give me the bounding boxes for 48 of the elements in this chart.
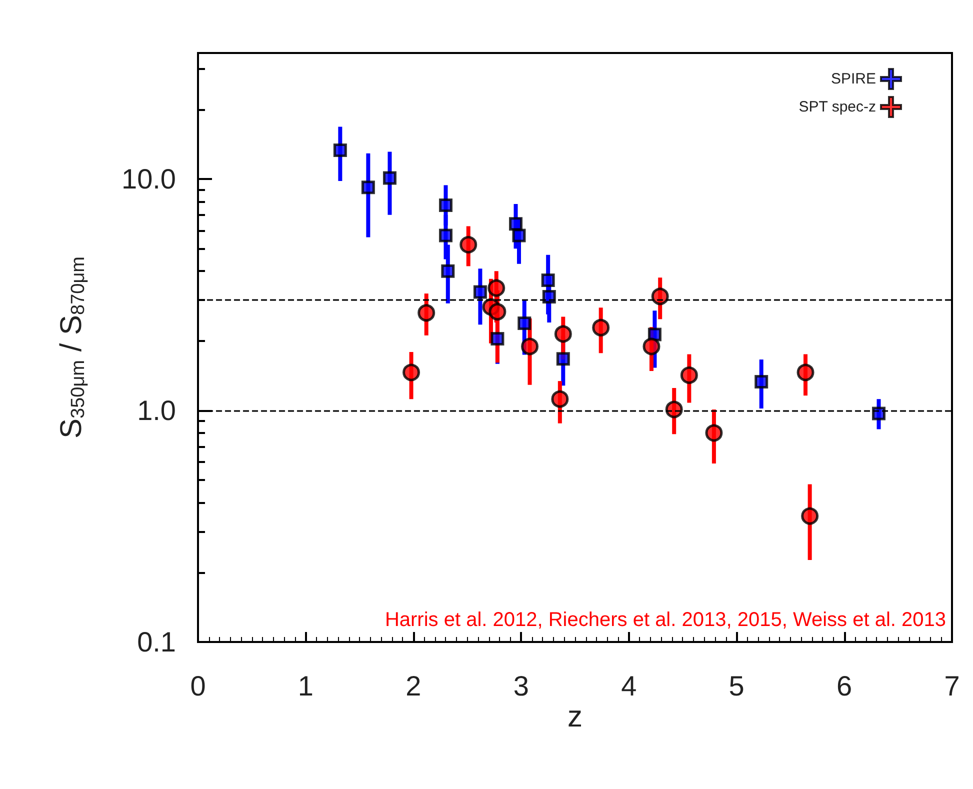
point (872, 406, 886, 420)
point (438, 228, 452, 242)
x-tick-label: 7 (944, 670, 960, 702)
point (382, 171, 396, 185)
x-tick-label: 0 (190, 670, 206, 702)
point (521, 338, 539, 356)
point (551, 390, 569, 408)
point (488, 302, 506, 320)
point (402, 364, 420, 382)
point (556, 352, 570, 366)
point (796, 364, 814, 382)
x-axis-title: z (568, 700, 582, 734)
y-axis-title: S350μm / S870μm (55, 256, 89, 438)
point (488, 279, 506, 297)
x-tick-label: 4 (621, 670, 637, 702)
x-tick-label: 6 (836, 670, 852, 702)
legend-label: SPT spec-z (798, 98, 876, 116)
point (418, 304, 436, 322)
point (333, 144, 347, 158)
point (651, 288, 669, 306)
point (361, 180, 375, 194)
point (642, 338, 660, 356)
x-tick-label: 2 (406, 670, 422, 702)
point (554, 325, 572, 343)
point (441, 264, 455, 278)
point (541, 274, 555, 288)
point (473, 285, 487, 299)
y-tick-label: 10.0 (122, 163, 176, 194)
point (754, 375, 768, 389)
point (518, 316, 532, 330)
point (509, 217, 523, 231)
point (438, 198, 452, 212)
x-tick-label: 5 (728, 670, 744, 702)
point (490, 332, 504, 346)
point (665, 400, 683, 418)
point (460, 236, 478, 254)
y-tick-label: 1.0 (137, 394, 176, 426)
point (801, 507, 819, 525)
legend-label: SPIRE (830, 70, 876, 88)
y-tick-label: 0.1 (137, 626, 176, 658)
point (705, 424, 723, 442)
point (542, 290, 556, 304)
point (512, 228, 526, 242)
x-tick-label: 1 (298, 670, 314, 702)
point (592, 318, 610, 336)
annotation: Harris et al. 2012, Riechers et al. 2013, 2015, Weiss et al. 2013 (384, 609, 946, 631)
x-tick-label: 3 (513, 670, 529, 702)
point (680, 366, 698, 384)
